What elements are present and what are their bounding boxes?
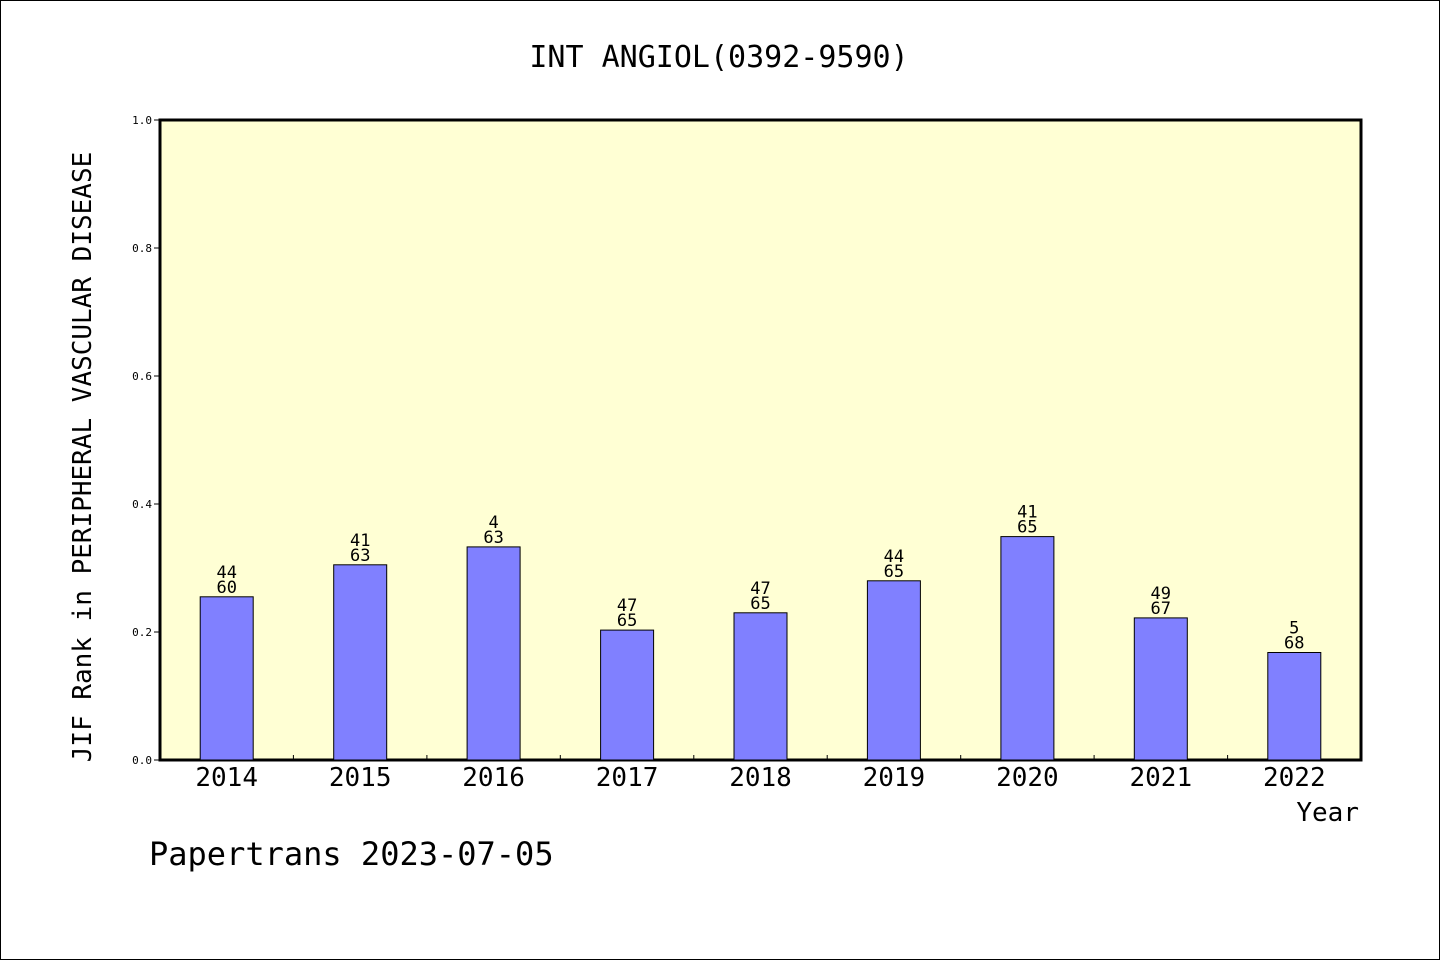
y-tick-label-0.6: 0.6 [132,370,152,383]
bar-2016 [467,547,520,760]
bar-total-label-2021: 67 [1151,599,1171,619]
bar-2018 [734,613,787,760]
y-axis-label: JIF Rank in PERIPHERAL VASCULAR DISEASE [68,152,98,762]
bar-2020 [1001,537,1054,760]
x-tick-label-2017: 2017 [596,763,659,793]
bar-total-label-2017: 65 [617,611,637,631]
x-tick-label-2020: 2020 [996,763,1059,793]
x-tick-label-2014: 2014 [195,763,258,793]
bar-total-label-2015: 63 [350,546,370,566]
y-tick-label-1.0: 1.0 [132,114,152,127]
bar-2015 [334,565,387,760]
x-tick-label-2018: 2018 [729,763,792,793]
y-tick-label-0.0: 0.0 [132,754,152,767]
x-tick-label-2015: 2015 [329,763,392,793]
x-axis-label: Year [1296,798,1359,828]
bar-total-label-2014: 60 [216,578,236,598]
bar-total-label-2022: 68 [1284,634,1304,654]
footer-text: Papertrans 2023-07-05 [149,835,554,873]
x-tick-label-2019: 2019 [863,763,926,793]
x-tick-label-2016: 2016 [462,763,525,793]
y-tick-label-0.4: 0.4 [132,498,152,511]
y-tick-label-0.8: 0.8 [132,242,152,255]
x-tick-label-2022: 2022 [1263,763,1326,793]
bar-2017 [601,630,654,760]
bar-total-label-2018: 65 [750,594,770,614]
bar-total-label-2016: 63 [483,528,503,548]
bar-2022 [1268,653,1321,761]
chart-title: INT ANGIOL(0392-9590) [529,40,908,75]
y-axis: 0.0 0.2 0.4 0.6 0.8 1.0 [132,114,160,767]
x-tick-label-2021: 2021 [1129,763,1192,793]
bar-total-label-2019: 65 [884,562,904,582]
bar-2014 [200,597,253,760]
y-tick-label-0.2: 0.2 [132,626,152,639]
bar-total-label-2020: 65 [1017,518,1037,538]
bar-2021 [1134,618,1187,760]
bar-2019 [867,581,920,760]
